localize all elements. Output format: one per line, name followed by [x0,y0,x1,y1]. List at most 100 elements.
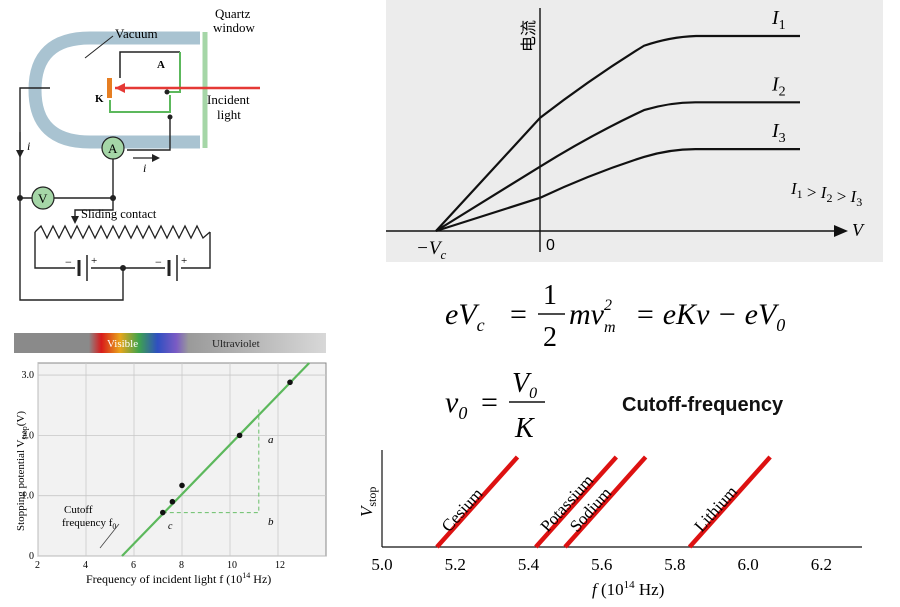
incident-light-label-line1: Incident [207,92,250,107]
battery-2-pos-sign: + [181,255,187,267]
junction-dot [167,114,173,120]
y-tick-label: 0 [29,551,34,562]
data-point [179,482,185,489]
y-tick-label: 2.0 [22,430,35,441]
eq1-half-den: 2 [543,322,557,352]
x-tick-label: 5.2 [445,555,466,574]
x-tick-label: 4 [83,560,88,571]
iv-curve-I2 [435,101,801,232]
metal-line-potassium [534,455,619,549]
ammeter [101,136,125,160]
stopping-potential-chart: Visible Ultraviolet 2 4 6 8 10 12 0 1.0 2.0 3.0 a… [14,333,327,586]
quartz-window-label-line1: Quartz [215,6,251,21]
junction-dot [120,265,126,271]
quartz-window-label-line2: window [213,20,256,35]
y-tick-label: 1.0 [22,491,35,502]
iv-curve-I1 [435,34,800,232]
annotation-b: b [268,516,274,528]
cutoff-pointer [99,523,120,549]
voltmeter [31,186,55,210]
current-i-label-bottom: i [143,161,146,175]
anode-label: A [157,59,165,71]
current-arrowhead-left [16,150,24,158]
tick-labels: 2 4 6 8 10 12 0 1.0 2.0 3.0 [22,370,286,571]
iv-curves [435,34,801,233]
data-points [160,379,293,516]
slider-arrow [71,216,79,224]
junction-dot [110,195,116,201]
resistor [34,224,211,240]
cutoff-frequency-label: Cutoff-frequency [622,394,784,416]
x-axis-label: f (1014 Hz) [592,579,664,599]
fit-line [121,362,310,557]
anode-lead [167,52,181,93]
current-arrowhead-bottom [152,154,160,162]
x-tick-label: 6 [131,560,136,571]
incident-light-label-line2: light [217,107,241,122]
iv-series-label-I3: I3 [771,120,786,146]
metal-line-cesium [435,455,520,549]
intensity-inequality: I1 > I2 > I3 [790,179,862,209]
vacuum-label: Vacuum [115,26,158,41]
eq1-rhs: = eKν − eV0 [635,298,785,335]
data-point [160,509,166,516]
metal-label-lithium: Lithium [690,482,741,536]
battery-1-pos-sign: + [91,255,97,267]
iv-series-label-I2: I2 [771,73,786,99]
cathode-lead [109,95,171,113]
x-tick-label: 10 [227,560,237,571]
vacuum-leader [84,35,114,59]
photoelectric-apparatus-diagram: − + − + A V i i Vacuum Quartz window A K… [16,6,260,301]
x-tick-label: 6.0 [738,555,759,574]
x-tick-label: 5.0 [371,555,392,574]
iv-curve-I3 [435,147,800,233]
incident-light-arrowhead [115,83,125,93]
spectrum-bar [14,333,326,353]
eq1-mv: mv2 m [569,297,616,336]
origin-label: 0 [546,237,555,254]
eq2-equals: = [481,386,498,419]
gridlines [37,363,326,557]
x-tick-label: 2 [35,560,40,571]
cutoff-frequency-equation: ν0 = V0 K [445,368,545,444]
eq1-lhs: eVc [445,298,485,335]
chart-background [386,0,883,262]
cutoff-label-line2: frequency f0 [62,517,116,531]
metal-label-cesium: Cesium [438,484,487,535]
x-tick-label: 8 [179,560,184,571]
voltmeter-label: V [38,191,48,206]
eq1-half-num: 1 [543,280,557,311]
metal-line-sodium [563,455,648,549]
junction-dot [164,89,170,95]
annotation-c: c [168,521,173,532]
vc-label: −Vc [416,238,446,262]
eq2-num: V0 [512,368,537,402]
iv-series-labels: I1 I2 I3 [771,7,786,146]
eq2-den: K [514,413,535,444]
tick-labels: 5.0 5.2 5.4 5.6 5.8 6.0 6.2 [371,555,832,574]
anode-plate [119,51,180,78]
circuit-wire [19,87,124,301]
x-axis-arrow [834,225,848,237]
x-axis-label: V [852,220,865,240]
eq2-lhs: ν0 [445,386,467,423]
data-point [287,379,293,386]
cathode-label: K [95,93,104,105]
y-tick-label: 3.0 [22,370,35,381]
iv-series-label-I1: I1 [771,7,786,33]
x-tick-label: 5.8 [664,555,685,574]
metal-line-lithium [687,455,772,549]
y-axis-label: 电流 [520,20,538,52]
visible-label: Visible [107,338,138,350]
x-tick-label: 5.6 [591,555,612,574]
current-voltage-chart: 电流 V 0 −Vc I1 I2 I3 I1 > I2 > I3 [386,0,883,262]
ammeter-label: A [108,141,118,156]
photoelectric-equation: eVc = 1 2 mv2 m = eKν − eV0 [445,280,785,352]
slope-guide [162,409,260,514]
guide-lines [162,409,260,514]
cutoff-label-line1: Cutoff [64,504,93,516]
cathode-plate [107,78,112,98]
x-tick-label: 12 [275,560,285,571]
vacuum-tube [28,31,200,149]
